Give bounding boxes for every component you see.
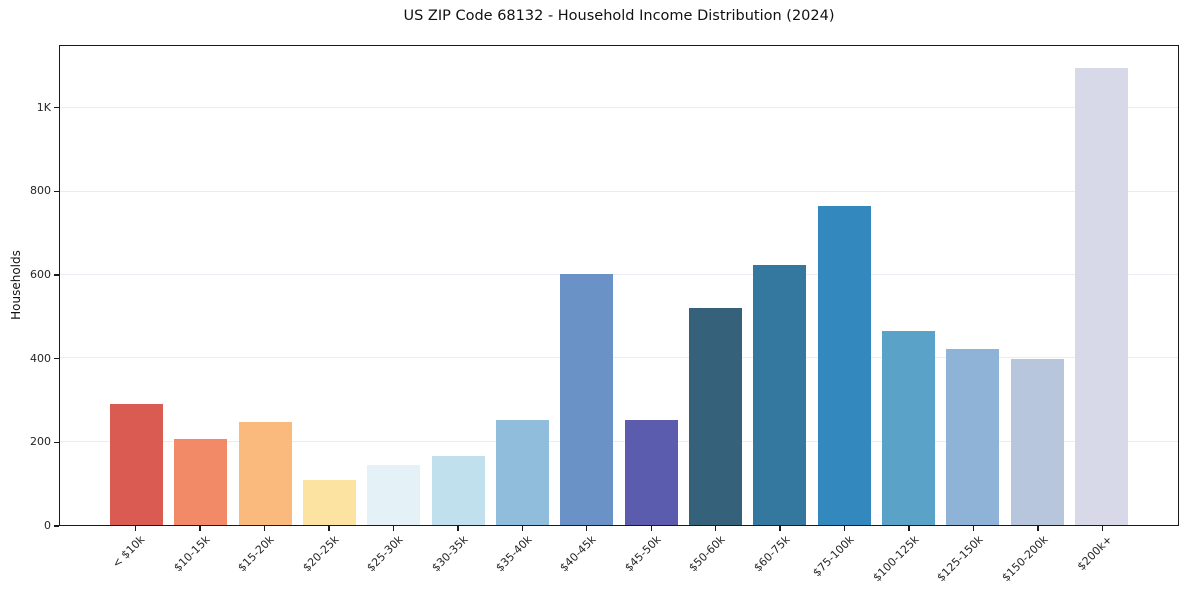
y-tick-label: 400 xyxy=(30,351,51,365)
bar xyxy=(1074,68,1128,525)
y-tick-mark xyxy=(54,357,59,360)
bar xyxy=(495,420,549,525)
chart-title: US ZIP Code 68132 - Household Income Dis… xyxy=(403,8,835,24)
x-tick-mark xyxy=(779,526,781,531)
x-tick-label: $150-200k xyxy=(999,533,1051,585)
y-tick-mark xyxy=(54,525,59,527)
y-tick-mark xyxy=(54,107,59,109)
bar xyxy=(881,331,935,525)
x-tick-mark xyxy=(263,526,266,531)
x-tick-label: $100-125k xyxy=(870,533,922,585)
bar xyxy=(174,439,228,525)
y-tick-mark xyxy=(54,190,59,193)
x-tick-mark xyxy=(908,526,910,531)
bar xyxy=(624,419,678,525)
x-tick-mark xyxy=(457,526,459,531)
bar xyxy=(946,348,1000,525)
x-tick-mark xyxy=(586,526,588,531)
x-tick-label: $60-75k xyxy=(751,533,793,575)
y-tick-label: 0 xyxy=(44,519,51,532)
y-tick-label: 1K xyxy=(36,100,51,114)
bar xyxy=(688,307,742,525)
x-tick-label: $20-25k xyxy=(299,533,342,575)
x-tick-label: $75-100k xyxy=(810,533,857,580)
y-tick-label: 600 xyxy=(30,268,51,282)
bar xyxy=(753,264,807,525)
x-tick-label: $15-20k xyxy=(235,533,277,575)
x-tick-label: $45-50k xyxy=(622,533,664,575)
x-tick-label: $200k+ xyxy=(1074,533,1115,574)
x-tick-mark xyxy=(392,526,395,531)
x-tick-label: $25-30k xyxy=(364,533,406,575)
bar xyxy=(302,479,356,525)
x-tick-label: $30-35k xyxy=(428,533,471,575)
bar xyxy=(817,205,871,525)
x-tick-mark xyxy=(715,526,717,531)
y-axis-label: Households xyxy=(9,250,23,320)
x-tick-label: $10-15k xyxy=(170,533,213,575)
x-tick-mark xyxy=(328,526,330,531)
x-tick-label: < $10k xyxy=(110,533,148,571)
bar xyxy=(110,404,163,525)
x-tick-mark xyxy=(199,526,201,531)
x-tick-mark xyxy=(843,526,846,531)
plot-area xyxy=(59,45,1179,526)
y-tick-label: 800 xyxy=(30,184,51,198)
x-tick-mark xyxy=(1101,526,1104,531)
x-tick-mark xyxy=(972,526,975,531)
x-tick-label: $125-150k xyxy=(934,533,986,585)
bar xyxy=(238,422,292,525)
y-tick-label: 200 xyxy=(30,435,51,449)
x-tick-label: $40-45k xyxy=(557,533,599,575)
x-tick-mark xyxy=(134,526,137,531)
x-tick-mark xyxy=(650,526,652,531)
x-tick-label: $35-40k xyxy=(493,533,535,575)
bar-series xyxy=(60,46,1178,525)
bar xyxy=(560,274,614,525)
y-tick-mark xyxy=(54,441,59,444)
bar xyxy=(367,465,421,525)
x-tick-mark xyxy=(521,526,523,531)
x-tick-mark xyxy=(1037,526,1039,531)
y-tick-mark xyxy=(54,274,59,276)
x-tick-label: $50-60k xyxy=(686,533,728,575)
bar xyxy=(1010,358,1064,525)
bar xyxy=(431,455,485,525)
